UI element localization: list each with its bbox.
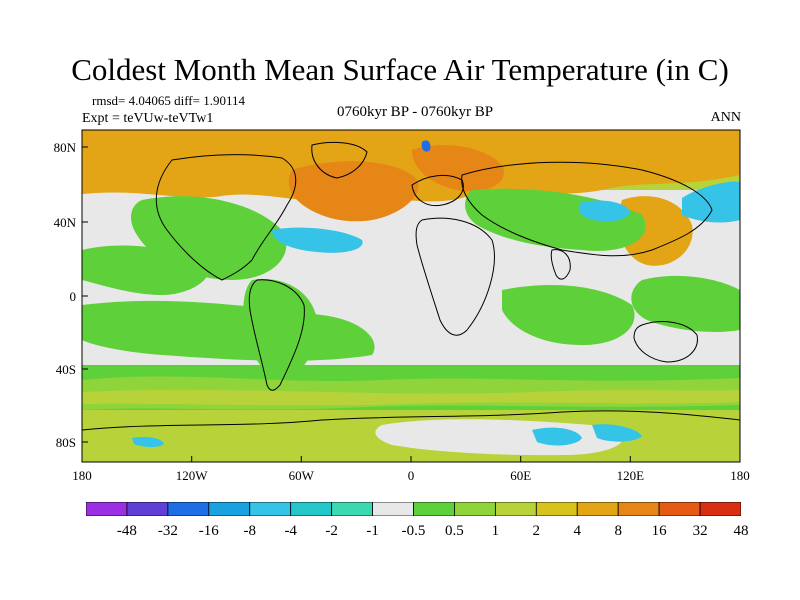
colorbar-labels: -48 -32 -16 -8 -4 -2 -1 -0.5 0.5 1 2 4 8 16 32 48 — [117, 523, 749, 539]
colorbar-swatch — [208, 502, 251, 516]
colorbar-swatch — [494, 502, 537, 516]
lat-tick-label: 40N — [54, 215, 77, 230]
colorbar-swatch — [617, 502, 660, 516]
colorbar-swatch — [454, 502, 496, 516]
colorbar-label: -8 — [244, 523, 257, 539]
lon-tick-label: 120E — [617, 468, 645, 483]
colorbar-swatch — [331, 502, 373, 516]
colorbar-swatch — [535, 502, 578, 516]
colorbar-swatch — [372, 502, 414, 516]
colorbar — [86, 502, 741, 516]
lon-tick-label: 180 — [730, 468, 750, 483]
colorbar-label: -32 — [158, 523, 178, 539]
lon-tick-label: 0 — [408, 468, 415, 483]
period-label: 0760kyr BP - 0760kyr BP — [336, 104, 494, 120]
colorbar-label: -4 — [284, 523, 297, 539]
colorbar-label: 1 — [492, 523, 500, 539]
colorbar-label: -48 — [117, 523, 137, 539]
colorbar-swatch — [290, 502, 333, 516]
colorbar-label: 4 — [574, 523, 582, 539]
lon-tick-label: 60E — [510, 468, 531, 483]
colorbar-label: 2 — [533, 523, 541, 539]
season-label: ANN — [710, 110, 741, 125]
temperature-map — [82, 130, 740, 462]
experiment-label: Expt = teVUw-teVTw1 — [82, 111, 214, 126]
colorbar-swatch — [699, 502, 741, 516]
colorbar-label: 16 — [652, 523, 668, 539]
colorbar-label: -16 — [199, 523, 219, 539]
lat-tick-label: 0 — [70, 289, 77, 304]
plot-title: Coldest Month Mean Surface Air Temperatu… — [71, 52, 729, 87]
colorbar-label: -0.5 — [402, 523, 426, 539]
colorbar-swatch — [249, 502, 292, 516]
colorbar-label: -1 — [366, 523, 379, 539]
colorbar-label: -2 — [325, 523, 338, 539]
colorbar-swatch — [86, 502, 128, 516]
colorbar-swatch — [658, 502, 701, 516]
lon-tick-label: 120W — [176, 468, 209, 483]
colorbar-label: 0.5 — [445, 523, 464, 539]
colorbar-swatch — [126, 502, 169, 516]
lat-tick-label: 80S — [56, 435, 76, 450]
lat-tick-label: 80N — [54, 140, 77, 155]
colorbar-swatch — [167, 502, 210, 516]
colorbar-swatch — [576, 502, 619, 516]
colorbar-label: 8 — [614, 523, 622, 539]
colorbar-label: 32 — [693, 523, 708, 539]
lon-tick-label: 60W — [289, 468, 315, 483]
lon-tick-label: 180 — [72, 468, 92, 483]
rmsd-diff-stats: rmsd= 4.04065 diff= 1.90114 — [92, 93, 245, 108]
colorbar-swatch — [413, 502, 455, 516]
lat-tick-label: 40S — [56, 362, 76, 377]
colorbar-label: 48 — [734, 523, 749, 539]
